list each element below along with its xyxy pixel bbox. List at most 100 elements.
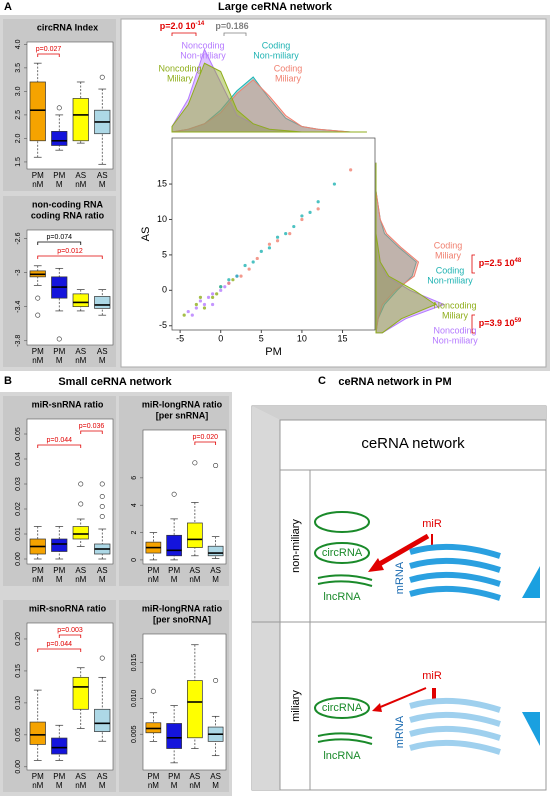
arrowhead: [368, 558, 384, 572]
x-tick-label: AS: [75, 566, 86, 575]
point: [211, 292, 215, 296]
y-tick-label: 0.00: [15, 760, 22, 774]
p-text: p=2.0 10: [160, 21, 196, 31]
point: [308, 210, 312, 214]
point: [316, 200, 320, 204]
y-tick-label: 0.005: [131, 725, 138, 743]
box: [72, 526, 89, 540]
chart-title: miR-longRNA ratio: [142, 399, 223, 409]
y-tick-label: 0.03: [15, 477, 22, 491]
y-tick-label: 15: [157, 178, 167, 188]
box: [72, 293, 89, 308]
x-tick-label: 5: [259, 333, 264, 343]
box: [51, 737, 68, 755]
circrna-label: circRNA: [322, 702, 363, 714]
y-tick-label: 3.0: [15, 86, 22, 96]
point: [223, 285, 227, 289]
x-axis-label: PM: [265, 346, 282, 358]
point: [235, 274, 239, 278]
legend-label: Coding: [434, 240, 463, 250]
lncrna: [317, 574, 373, 587]
lncrna-label: lncRNA: [323, 750, 361, 762]
lncrna-label: lncRNA: [323, 591, 361, 603]
box: [187, 522, 203, 548]
x-tick-label: PM: [32, 171, 44, 180]
point: [300, 217, 304, 222]
point: [198, 299, 203, 303]
point: [349, 168, 353, 172]
chart-title: miR-longRNA ratio: [142, 603, 223, 613]
point: [198, 295, 203, 300]
point: [316, 207, 320, 211]
bevel: [252, 406, 280, 790]
mrna: [409, 697, 501, 755]
x-tick-label: AS: [75, 347, 86, 356]
p-value: p=0.012: [57, 248, 83, 255]
panel-title: Large ceRNA network: [218, 1, 333, 13]
p-value: p=3.9 1059: [479, 318, 522, 329]
x-tick-label: PM: [147, 566, 159, 575]
p-value: p=0.020: [193, 434, 219, 441]
outlier: [56, 105, 62, 111]
y-tick-label: 4.0: [15, 39, 22, 49]
bevel: [252, 406, 546, 420]
x-tick-label: PM: [168, 566, 180, 575]
box: [29, 721, 46, 745]
x-tick-label: PM: [53, 772, 65, 781]
y-tick-label: -3: [15, 269, 22, 275]
legend-label: Miliary: [435, 250, 461, 260]
box: [72, 676, 89, 710]
box: [51, 538, 68, 552]
y-tick-label: 0.04: [15, 452, 22, 466]
arrowhead: [372, 703, 382, 712]
y-tick-label: 4: [131, 503, 138, 507]
x-tick-label: nM: [148, 575, 159, 584]
point: [275, 239, 280, 243]
x-tick-label: AS: [97, 171, 108, 180]
y-tick-label: 0.15: [15, 664, 22, 678]
panel-label: A: [4, 1, 12, 13]
legend-label: Non-miliary: [432, 335, 478, 345]
x-tick-label: nM: [32, 180, 43, 189]
box: [29, 81, 46, 142]
outlier: [213, 678, 219, 684]
x-tick-label: M: [171, 575, 178, 584]
lncrna: [317, 732, 373, 745]
legend-label: Noncoding: [433, 300, 476, 310]
x-tick-label: nM: [32, 356, 43, 365]
chart-title: non-coding RNA: [32, 199, 103, 209]
outlier: [213, 463, 219, 469]
row-label: miliary: [290, 690, 302, 722]
plot-area: [142, 633, 227, 771]
outlier: [171, 491, 177, 497]
y-tick-label: 3.5: [15, 63, 22, 73]
point: [231, 278, 235, 282]
legend-label: Noncoding: [181, 40, 224, 50]
circle-rna: [314, 511, 370, 533]
x-tick-label: nM: [75, 781, 86, 790]
x-tick-label: 0: [218, 333, 223, 343]
outlier: [150, 688, 156, 694]
point: [243, 263, 247, 268]
plot-area: [142, 429, 227, 565]
p-value: p=0.074: [47, 234, 73, 241]
plot-area: [26, 622, 114, 771]
y-tick-label: 1.5: [15, 157, 22, 167]
arrow: [374, 533, 430, 569]
point: [332, 182, 336, 186]
x-tick-label: nM: [148, 781, 159, 790]
x-tick-label: PM: [53, 171, 65, 180]
x-tick-label: PM: [53, 347, 65, 356]
outlier: [56, 336, 62, 342]
x-tick-label: M: [171, 781, 178, 790]
x-tick-label: AS: [97, 347, 108, 356]
exponent: 48: [515, 258, 522, 264]
x-tick-label: AS: [97, 566, 108, 575]
y-tick-label: 0: [162, 285, 167, 295]
panel-title: ceRNA network in PM: [338, 376, 451, 388]
point: [211, 302, 215, 307]
point: [267, 242, 272, 246]
bracket: [37, 255, 103, 259]
x-tick-label: PM: [32, 772, 44, 781]
y-tick-label: -3.8: [15, 335, 22, 347]
